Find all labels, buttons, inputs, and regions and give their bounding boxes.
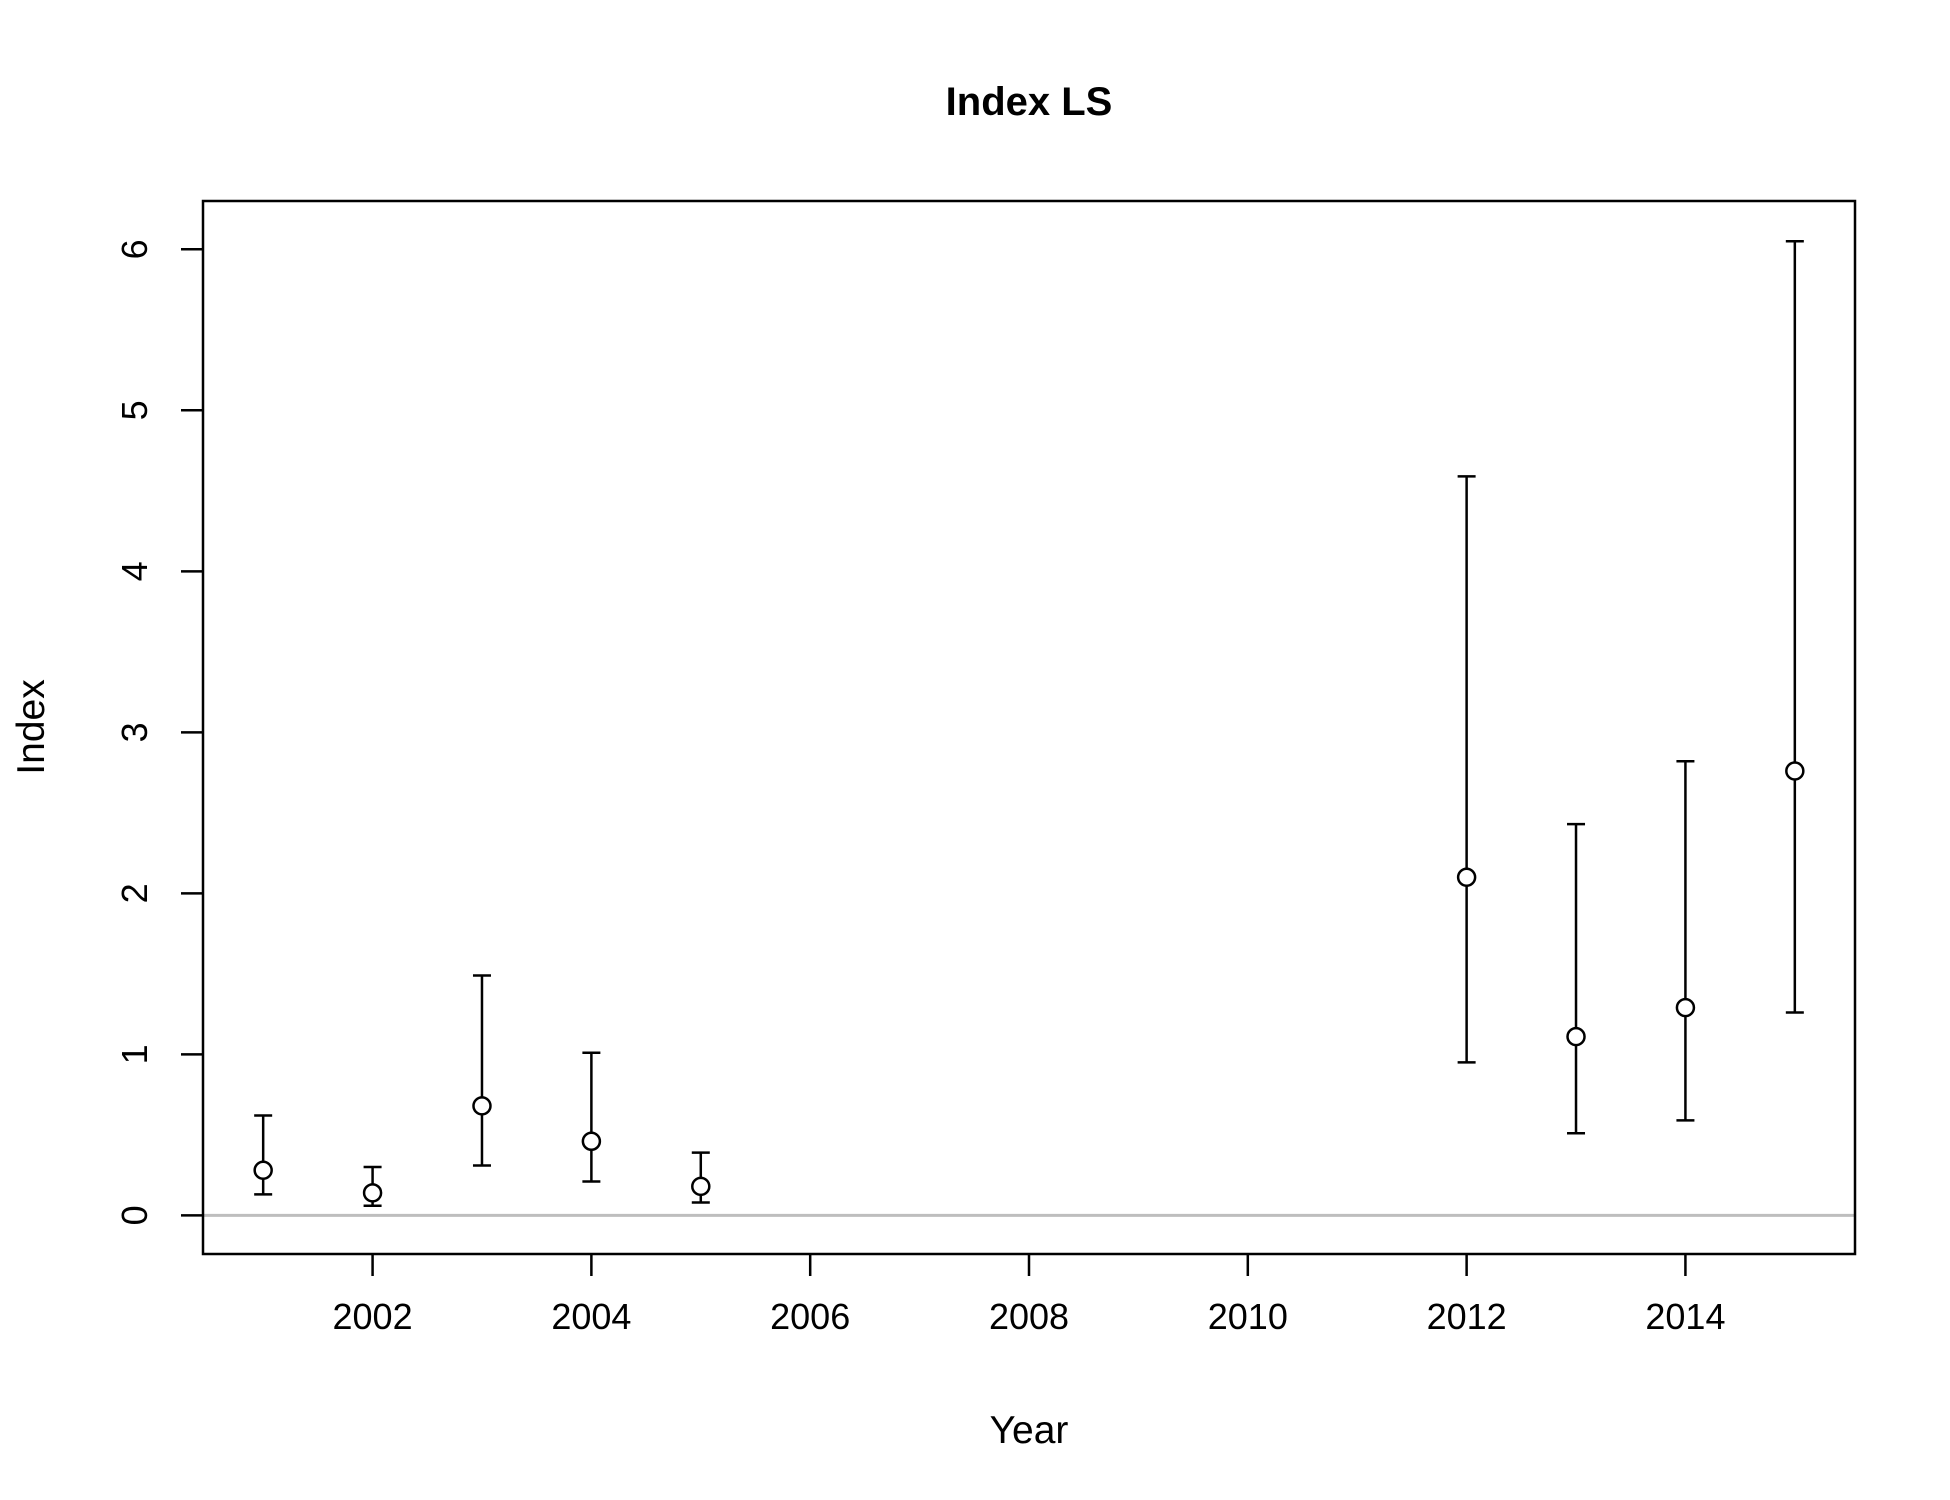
x-tick-label: 2006 <box>770 1296 850 1337</box>
data-point <box>362 1183 383 1203</box>
data-point <box>472 1096 492 1116</box>
x-tick-label: 2004 <box>551 1296 631 1337</box>
data-point <box>1456 867 1477 887</box>
y-tick-label: 1 <box>114 1044 155 1064</box>
y-tick-label: 0 <box>114 1205 155 1225</box>
data-point <box>581 1131 602 1152</box>
data-point <box>691 1176 711 1197</box>
y-tick-label: 5 <box>114 400 155 420</box>
data-point <box>253 1160 273 1181</box>
plot-area: 2002 2004 2006 2008 2010 2012 2014 0 1 2 3 4 5 6 <box>114 199 1857 1337</box>
x-tick-label: 2012 <box>1427 1296 1507 1337</box>
x-tick-label: 2014 <box>1645 1296 1725 1337</box>
data-point <box>1785 761 1805 781</box>
y-tick-label: 4 <box>114 561 155 581</box>
y-tick-label: 3 <box>114 722 155 742</box>
y-axis-label: Index <box>10 679 53 775</box>
x-tick-label: 2002 <box>333 1296 413 1337</box>
x-tick-label: 2008 <box>989 1296 1069 1337</box>
chart-title: Index LS <box>946 80 1113 124</box>
plot-frame <box>201 199 1857 1256</box>
x-tick-label: 2010 <box>1208 1296 1288 1337</box>
data-point <box>1566 1026 1586 1047</box>
y-tick-label: 2 <box>114 883 155 903</box>
x-axis-label: Year <box>990 1409 1069 1452</box>
y-tick-label: 6 <box>114 239 155 259</box>
data-point <box>1675 997 1696 1018</box>
